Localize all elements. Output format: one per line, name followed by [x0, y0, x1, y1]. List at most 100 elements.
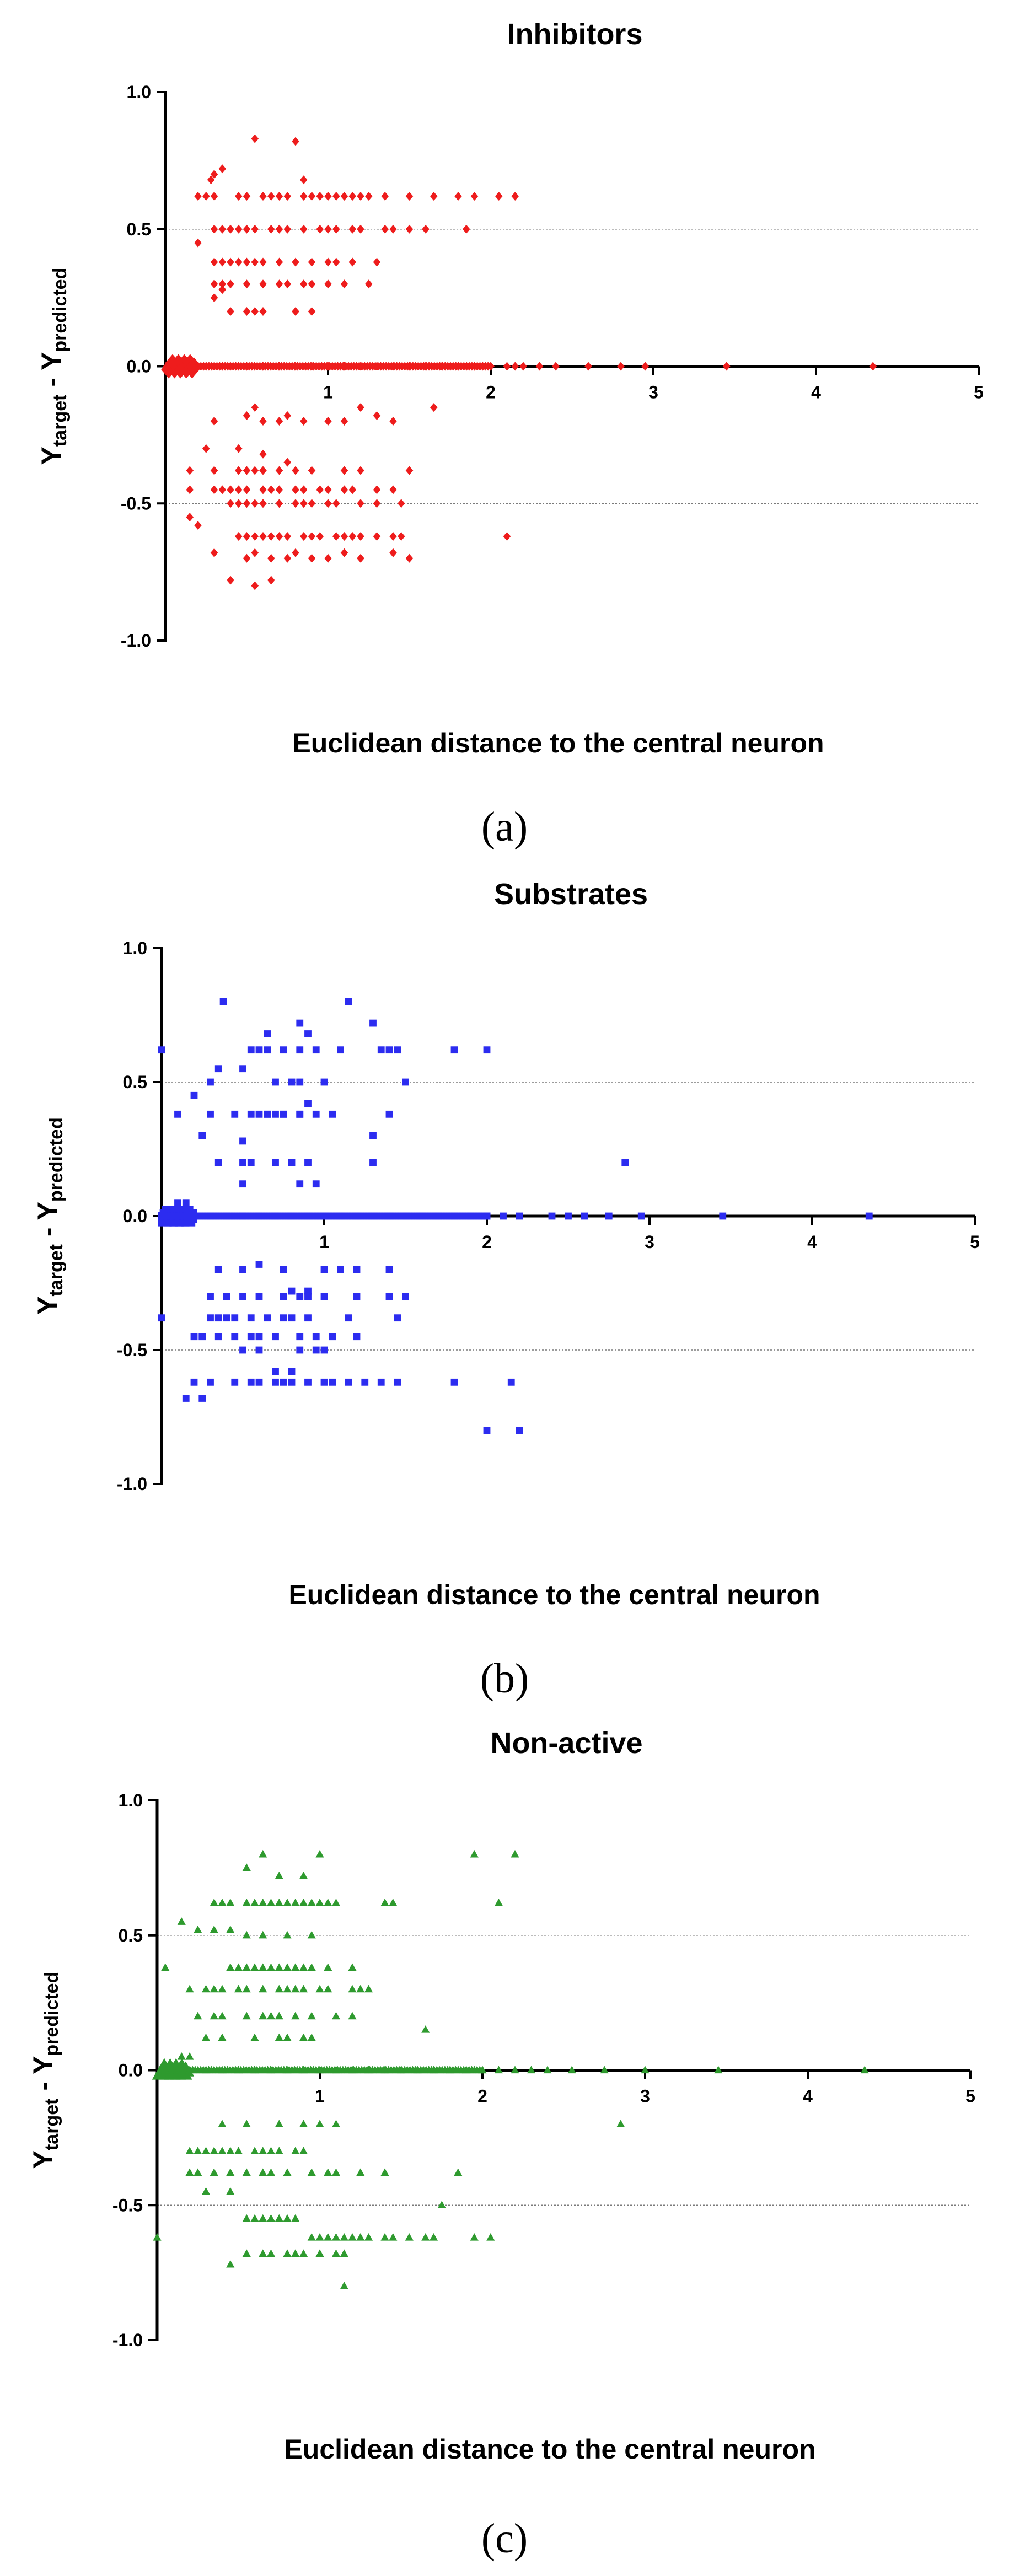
data-point: [259, 1985, 267, 1993]
data-point: [454, 362, 462, 371]
panel-caption: (a): [481, 804, 528, 850]
data-point: [385, 1110, 393, 1118]
data-point: [185, 2147, 194, 2154]
data-point: [218, 2147, 227, 2154]
data-point: [243, 257, 251, 267]
data-point: [446, 2066, 454, 2074]
data-point: [266, 2066, 276, 2074]
data-point: [267, 192, 275, 201]
data-point: [207, 1078, 214, 1086]
data-point: [239, 1137, 246, 1145]
data-point: [296, 1019, 304, 1027]
data-point: [329, 1110, 336, 1118]
data-point: [227, 224, 234, 234]
data-point: [405, 192, 414, 201]
data-point: [251, 403, 259, 412]
data-point: [385, 1046, 393, 1054]
data-point: [394, 1314, 401, 1322]
data-point: [283, 192, 292, 201]
data-point: [231, 1110, 239, 1118]
data-point: [348, 224, 357, 234]
data-point: [353, 1293, 361, 1300]
data-point: [239, 1180, 246, 1188]
data-point: [283, 1899, 292, 1906]
data-point: [340, 485, 348, 494]
data-point: [483, 1427, 491, 1434]
data-point: [357, 192, 364, 201]
data-point: [267, 485, 275, 494]
data-point: [275, 466, 283, 475]
data-point: [308, 307, 316, 316]
data-point: [185, 2168, 194, 2176]
y-axis-label: Ytarget - Ypredicted: [28, 1972, 62, 2169]
y-tick-label: 1.0: [119, 1790, 143, 1810]
data-point: [186, 485, 194, 494]
data-point: [304, 1212, 312, 1220]
data-point: [264, 1110, 271, 1118]
data-point: [543, 2066, 552, 2074]
data-point: [340, 362, 348, 371]
data-point: [519, 362, 527, 371]
data-point: [264, 1030, 271, 1037]
data-point: [312, 1333, 320, 1341]
data-point: [280, 1110, 287, 1118]
data-point: [239, 1065, 246, 1073]
y-axis-label-part: Y: [32, 1297, 63, 1315]
data-point: [324, 192, 332, 201]
data-point: [316, 224, 324, 234]
data-point: [275, 2214, 283, 2222]
data-point: [389, 2233, 398, 2241]
data-point: [324, 257, 332, 267]
data-point: [600, 2066, 609, 2074]
data-point: [353, 1212, 361, 1220]
data-point: [364, 279, 373, 289]
data-point: [272, 1212, 279, 1220]
data-point: [332, 192, 340, 201]
data-point: [255, 1212, 263, 1220]
data-point: [348, 1963, 357, 1971]
data-point: [617, 362, 625, 371]
data-point: [581, 1212, 588, 1220]
data-point: [357, 531, 364, 541]
data-point: [324, 417, 332, 426]
data-point: [361, 1378, 369, 1386]
data-point: [296, 1346, 304, 1354]
data-point: [283, 2033, 292, 2041]
data-point: [214, 1065, 222, 1073]
data-point: [357, 553, 364, 563]
data-point: [174, 1199, 181, 1207]
data-point: [218, 2120, 227, 2127]
data-point: [275, 279, 283, 289]
data-point: [178, 362, 186, 371]
data-point: [340, 466, 348, 475]
data-point: [242, 2012, 251, 2020]
data-point: [421, 2233, 430, 2241]
data-point: [166, 1212, 174, 1220]
data-point: [259, 1899, 267, 1906]
x-tick-label: 5: [974, 383, 984, 402]
data-point: [296, 1110, 304, 1118]
data-point: [242, 1863, 251, 1871]
data-point: [243, 279, 251, 289]
data-point: [292, 362, 299, 371]
data-point: [865, 1212, 873, 1220]
data-point: [332, 499, 340, 508]
data-point: [299, 2066, 308, 2074]
data-point: [304, 1293, 312, 1300]
data-point: [288, 1159, 296, 1166]
data-point: [275, 1985, 283, 1993]
x-tick-label: 2: [482, 1232, 492, 1252]
data-point: [272, 1159, 279, 1166]
data-point: [242, 1899, 251, 1906]
x-tick-label: 4: [803, 2086, 813, 2106]
data-point: [402, 1078, 409, 1086]
data-point: [190, 1091, 198, 1099]
data-point: [292, 499, 299, 508]
data-point: [345, 998, 352, 1005]
data-point: [288, 1078, 296, 1086]
data-point: [243, 362, 251, 371]
data-point: [296, 1333, 304, 1341]
data-point: [296, 1078, 304, 1086]
data-point: [259, 279, 267, 289]
data-point: [345, 1314, 352, 1322]
